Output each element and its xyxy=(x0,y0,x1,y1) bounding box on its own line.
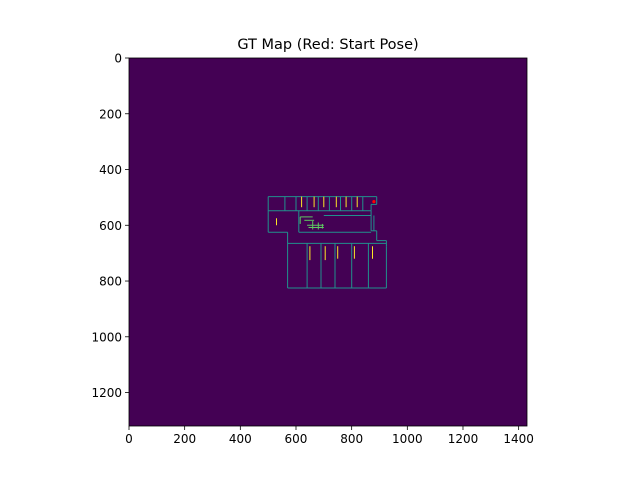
y-tick-label: 0 xyxy=(114,52,122,66)
x-tick-label: 400 xyxy=(229,432,252,446)
y-tick-label: 400 xyxy=(99,163,122,177)
x-tick-label: 800 xyxy=(340,432,363,446)
map-doors xyxy=(276,196,373,261)
x-tick-label: 200 xyxy=(173,432,196,446)
y-axis: 0 200 400 600 800 1000 1200 xyxy=(91,52,129,400)
start-pose-layer xyxy=(372,200,376,204)
plot-frame xyxy=(128,57,528,427)
x-axis: 0 200 400 600 800 1000 1200 1400 xyxy=(125,426,534,446)
x-tick-label: 1000 xyxy=(392,432,423,446)
y-tick-label: 1200 xyxy=(91,386,122,400)
start-pose-marker xyxy=(372,200,376,204)
y-tick-label: 600 xyxy=(99,219,122,233)
map-background xyxy=(129,58,527,426)
map-walls xyxy=(267,196,387,289)
x-tick-label: 1200 xyxy=(448,432,479,446)
x-tick-label: 600 xyxy=(285,432,308,446)
map-features xyxy=(299,216,324,230)
x-tick-label: 1400 xyxy=(503,432,534,446)
y-tick-label: 1000 xyxy=(91,330,122,344)
y-tick-label: 200 xyxy=(99,107,122,121)
chart-title: GT Map (Red: Start Pose) xyxy=(237,37,418,53)
x-tick-label: 0 xyxy=(125,432,133,446)
y-tick-label: 800 xyxy=(99,275,122,289)
